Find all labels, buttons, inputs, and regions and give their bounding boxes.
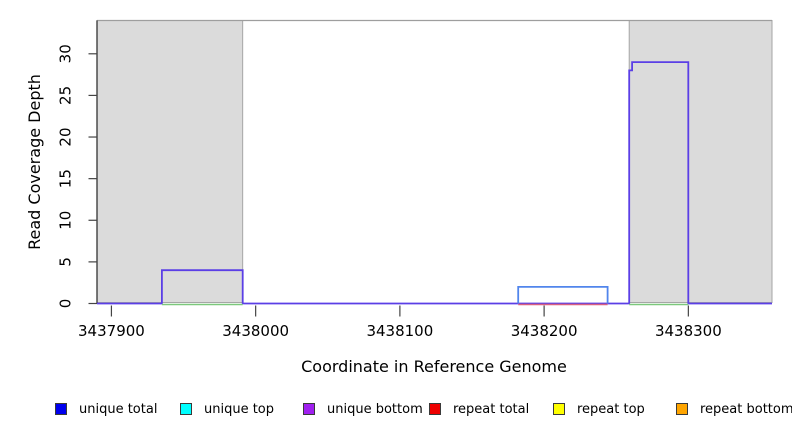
coverage-step-line [517,286,609,304]
legend-label: unique top [204,401,275,417]
y-axis-title: Read Coverage Depth [25,74,44,250]
legend-item-repeat-top: repeat top [553,399,645,419]
legend-item-repeat-total: repeat total [429,399,529,419]
shaded-region [628,20,773,303]
legend: unique total unique top unique bottom repea… [0,399,792,423]
legend-label: unique bottom [327,401,423,417]
x-tick-label: 3438000 [222,322,289,340]
y-tick-label: 25 [57,86,75,105]
legend-label: repeat top [577,401,645,417]
y-tick-label: 5 [57,257,75,267]
legend-swatch-icon [180,403,192,415]
legend-label: repeat total [453,401,530,417]
legend-item-unique-total: unique total [55,399,157,419]
legend-swatch-icon [303,403,315,415]
x-tick-label: 3438200 [511,322,578,340]
x-tick-label: 3438100 [366,322,433,340]
y-tick-label: 15 [57,169,75,188]
shaded-region [96,20,244,303]
x-tick-label: 3437900 [78,322,145,340]
legend-label: repeat bottom [700,401,792,417]
y-tick-label: 30 [57,44,75,63]
y-tick-label: 0 [57,299,75,309]
legend-swatch-icon [676,403,688,415]
legend-swatch-icon [553,403,565,415]
legend-label: unique total [79,401,158,417]
coverage-step-line [97,61,772,305]
x-axis-title: Coordinate in Reference Genome [301,357,567,376]
legend-swatch-icon [429,403,441,415]
x-tick-label: 3438300 [655,322,722,340]
legend-swatch-icon [55,403,67,415]
legend-item-unique-bottom: unique bottom [303,399,423,419]
legend-item-repeat-bottom: repeat bottom [676,399,792,419]
y-tick-label: 10 [57,211,75,230]
y-tick-label: 20 [57,127,75,146]
legend-item-unique-top: unique top [180,399,274,419]
chart-layer: 0 5 10 15 20 25 30 3437900 3438000 3438100 3438200… [57,19,773,340]
